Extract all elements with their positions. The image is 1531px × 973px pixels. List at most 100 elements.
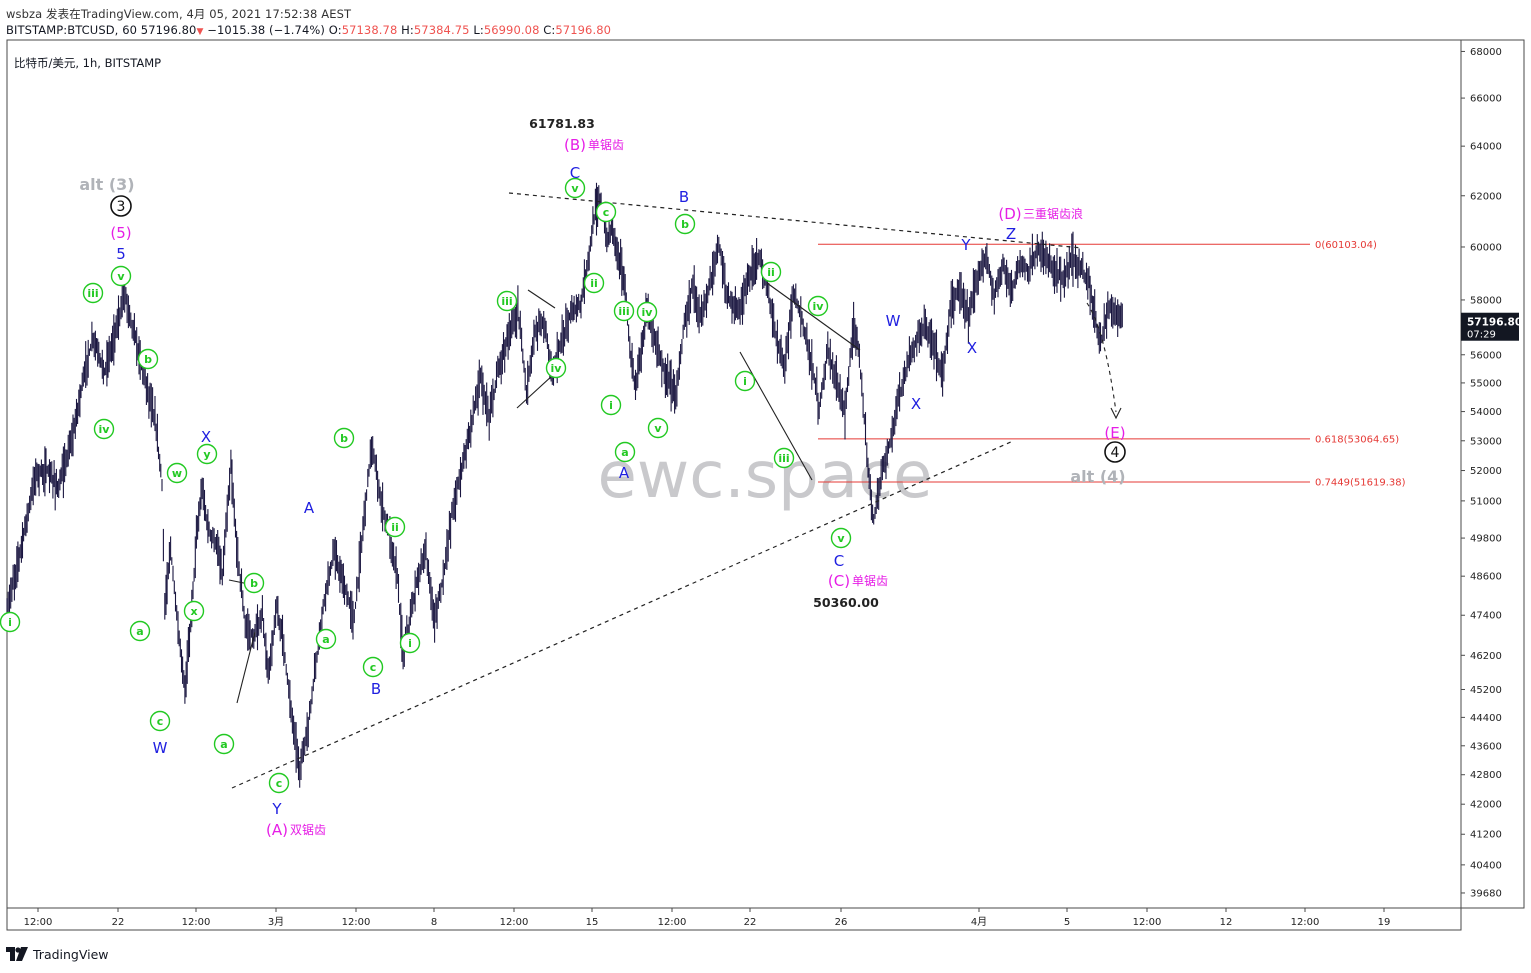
x-tick-label: 22 [112,917,125,928]
low-price-annotation: 50360.00 [813,595,879,610]
wedge-line [739,351,813,481]
x-tick-label: 26 [835,917,848,928]
y-tick-label: 49800 [1470,534,1502,545]
wave-label-green: i [734,370,756,392]
y-tick-label: 53000 [1470,436,1502,447]
y-tick-label: 45200 [1470,685,1502,696]
wave-circle [564,177,586,199]
high-value: 57384.75 [413,23,470,37]
wave-label-text: iv [813,300,825,313]
tradingview-brand[interactable]: TradingView [33,946,109,962]
x-tick-label: 12:00 [1133,917,1162,928]
wave-label-blue: C [834,552,844,570]
wave-label-blue: W [886,312,901,330]
open-label: O: [328,23,342,37]
y-tick-label: 55000 [1470,378,1502,389]
wave-label-text: i [8,616,12,629]
wave-label-green: c [268,772,290,794]
symbol-name[interactable]: BITSTAMP:BTCUSD, 60 [6,23,138,37]
wave-label-green: iii [773,447,795,469]
x-tick-label: 12:00 [24,917,53,928]
wave-label-green: ii [384,516,406,538]
wave-label-blue: 5 [116,245,126,263]
high-price-annotation: 61781.83 [529,116,595,131]
wave-label-green: iv [807,295,829,317]
last-price: 57196.80 [140,23,197,37]
wave-circle [399,632,421,654]
x-tick-label: 12:00 [658,917,687,928]
wedge-line [766,282,861,351]
y-tick-label: 43600 [1470,741,1502,752]
wave-label-magenta: (A) [266,821,288,839]
y-tick-label: 54000 [1470,407,1502,418]
high-label: H: [401,23,414,37]
price-axis [1460,39,1525,909]
wave-label-text: iv [99,423,111,436]
wave-label-magenta: (C) [828,572,850,590]
candles-series[interactable] [6,182,1123,788]
wave-label-text: c [603,206,610,219]
y-tick-label: 60000 [1470,242,1502,253]
wave-label-text: iii [618,305,629,318]
wave-label-text: b [340,432,348,445]
lower-trendline [231,440,1014,789]
wave-circle [315,628,337,650]
wave-label-blue: Y [271,800,282,818]
publish-info: wsbza 发表在TradingView.com, 4月 05, 2021 17… [6,7,352,21]
wave-label-green: b [243,572,265,594]
y-tick-label: 46200 [1470,651,1502,662]
time-axis [6,907,1462,931]
wave-circle [0,611,21,633]
wave-label-text: v [654,422,662,435]
fib-level-label: 0.7449(51619.38) [1315,478,1406,489]
pane-title: 比特币/美元, 1h, BITSTAMP [14,56,162,70]
y-tick-label: 68000 [1470,47,1502,58]
wave-circle [600,394,622,416]
wave-label-text: ii [767,266,775,279]
wave-circle [196,443,218,465]
wave-label-green: i [399,632,421,654]
wave-label-blue: A [304,499,315,517]
y-tick-label: 44400 [1470,713,1502,724]
y-tick-label: 42000 [1470,800,1502,811]
alt-label: alt (3) [79,175,134,194]
wave-label-green: b [333,427,355,449]
wave-label-text: 3 [117,199,126,215]
tradingview-logo-icon [6,947,28,961]
wave-label-green: a [213,733,235,755]
close-label: C: [543,23,556,37]
wave-circle [183,600,205,622]
wave-label-green: v [647,417,669,439]
y-tick-label: 66000 [1470,94,1502,105]
x-tick-label: 8 [431,917,437,928]
wave-label-green: b [137,348,159,370]
wave-label-green: iii [613,300,635,322]
wave-label-magenta: (B) [564,136,586,154]
wave-circle [734,370,756,392]
wave-label-green: iv [93,418,115,440]
close-value: 57196.80 [555,23,612,37]
wave-label-blue: X [967,339,977,357]
wave-label-blue: C [570,164,580,182]
wave-label-green: c [149,710,171,732]
y-tick-label: 41200 [1470,830,1502,841]
x-tick-label: 12:00 [1291,917,1320,928]
wave-circle [830,527,852,549]
wave-description: 双锯齿 [290,822,326,837]
wave-label-text: y [203,448,210,461]
wave-label-blue: X [911,395,921,413]
wave-circle [1104,441,1126,463]
wave-label-text: b [144,353,152,366]
x-tick-label: 15 [586,917,599,928]
wave-circle [149,710,171,732]
wave-label-green: ii [760,261,782,283]
x-tick-label: 19 [1378,917,1391,928]
y-tick-label: 40400 [1470,860,1502,871]
wave-circle [583,272,605,294]
wave-label-text: 4 [1111,445,1120,461]
wave-label-blue: Z [1006,225,1016,243]
wave-label-green: w [166,462,188,484]
price-change: −1015.38 (−1.74%) [207,23,325,37]
wedge-line [236,631,256,704]
